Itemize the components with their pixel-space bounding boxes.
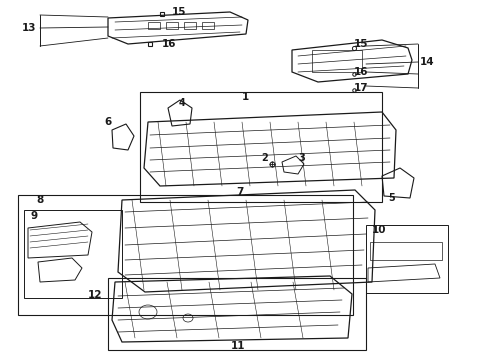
Text: 10: 10: [372, 225, 387, 235]
Text: 8: 8: [36, 195, 43, 205]
Bar: [370, 242, 442, 260]
Text: 14: 14: [420, 57, 435, 67]
Text: 16: 16: [354, 67, 368, 77]
Text: 7: 7: [236, 187, 244, 197]
Bar: [366, 225, 448, 293]
Bar: [312, 50, 362, 72]
Bar: [184, 22, 196, 29]
Text: 11: 11: [231, 341, 245, 351]
Text: 6: 6: [104, 117, 112, 127]
Text: 3: 3: [298, 153, 305, 163]
Text: 15: 15: [172, 7, 187, 17]
Bar: [18, 195, 353, 315]
Bar: [202, 22, 214, 29]
Bar: [24, 210, 122, 298]
Text: 2: 2: [262, 153, 269, 163]
Text: 1: 1: [242, 92, 248, 102]
Text: 17: 17: [354, 83, 368, 93]
Text: 4: 4: [179, 98, 185, 108]
Text: 16: 16: [162, 39, 176, 49]
Text: 9: 9: [30, 211, 37, 221]
Text: 12: 12: [88, 290, 102, 300]
Text: 5: 5: [389, 193, 395, 203]
Bar: [108, 278, 366, 350]
Bar: [166, 22, 178, 29]
Text: 15: 15: [354, 39, 368, 49]
Bar: [148, 22, 160, 29]
Text: 13: 13: [22, 23, 36, 33]
Bar: [140, 92, 382, 202]
